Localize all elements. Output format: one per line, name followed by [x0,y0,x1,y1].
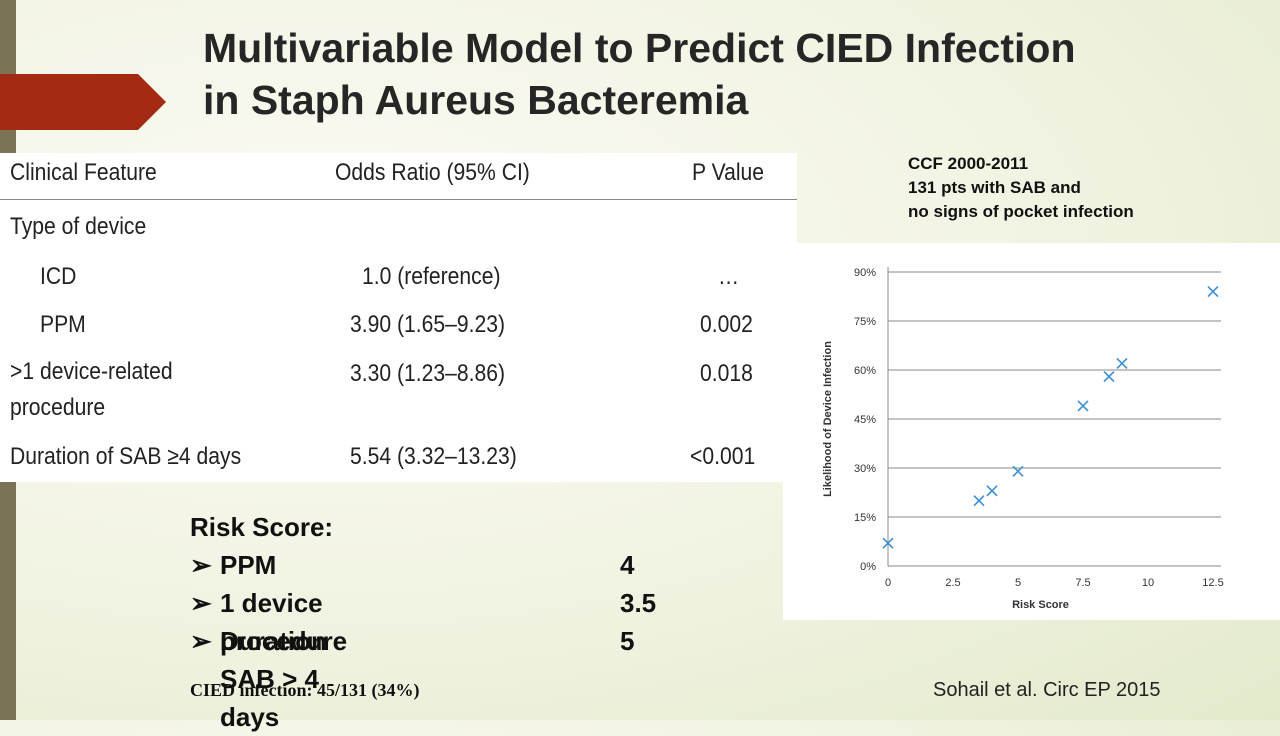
odds-ratio-cell: 3.90 (1.65–9.23) [350,311,506,338]
y-tick-label: 45% [854,414,876,426]
table: Clinical Feature Odds Ratio (95% CI) P V… [0,153,797,482]
risk-item: ➢ 1 device procedure 3.5 [190,584,656,656]
x-tick-label: 7.5 [1075,577,1090,589]
risk-score: Risk Score: ➢ PPM 4 ➢ 1 device procedure 3.5 ➢… [190,508,656,732]
column-header: Odds Ratio (95% CI) [335,159,530,186]
study-line: CCF 2000-2011 [908,154,1029,173]
y-tick-label: 0% [860,561,876,573]
feature-cell: Type of device [10,213,147,240]
risk-label: 1 device procedure [220,588,348,656]
header-rule [0,199,797,200]
risk-points: 5 [620,626,635,656]
y-tick-label: 15% [854,512,876,524]
bullet: ➢ [190,550,212,580]
p-value-cell: <0.001 [690,443,756,470]
feature-cell: >1 device-related procedure [10,358,173,421]
y-tick-label: 60% [854,365,876,377]
bullet: ➢ [190,588,212,618]
y-tick-label: 30% [854,463,876,475]
feature-cell: ICD [40,263,77,290]
column-header: Clinical Feature [10,159,157,186]
point [882,537,894,549]
point [1116,357,1128,370]
x-tick-label: 0 [885,577,891,589]
point [1103,370,1115,383]
x-tick-label: 12.5 [1202,577,1223,589]
feature-cell: PPM [40,311,86,338]
study-info: CCF 2000-2011 131 pts with SAB and no si… [908,152,1134,224]
chart: 0% 15% 30% 45% 60% 75% 90% 0 2.5 5 7.5 10 12.5 Risk S… [783,243,1280,620]
x-tick-label: 10 [1142,577,1154,589]
column-header: P Value [692,159,765,186]
y-tick-label: 75% [854,316,876,328]
p-value-cell: 0.002 [700,311,753,338]
risk-item: ➢ Duration SAB > 4 days 5 [190,622,634,732]
point [1012,465,1024,477]
study-line: no signs of pocket infection [908,202,1134,221]
point [1207,286,1219,298]
x-axis-label: Risk Score [1012,599,1069,611]
x-tick-label: 5 [1015,577,1021,589]
y-axis-label: Likelihood of Device Infection [822,341,834,497]
feature-cell: Duration of SAB ≥4 days [10,443,242,470]
risk-item: ➢ PPM 4 [190,546,634,584]
footer-note: CIED infection: 45/131 (34%) [190,680,420,700]
study-line: 131 pts with SAB and [908,178,1081,197]
arrow [0,74,166,130]
y-tick-label: 90% [854,267,876,279]
p-value-cell: … [718,263,740,290]
risk-label: PPM [220,550,277,580]
point [986,485,998,497]
point [1077,400,1089,412]
title: Multivariable Model to Predict CIED Infe… [203,25,1076,123]
point [973,495,985,507]
odds-ratio-cell: 3.30 (1.23–8.86) [350,360,506,387]
risk-title: Risk Score: [190,512,334,542]
citation: Sohail et al. Circ EP 2015 [933,679,1161,701]
risk-label: Duration SAB > 4 days [220,626,327,732]
x-tick-label: 2.5 [945,577,960,589]
risk-points: 3.5 [620,588,657,618]
bullet: ➢ [190,626,212,656]
odds-ratio-cell: 1.0 (reference) [362,263,501,290]
risk-points: 4 [620,550,635,580]
odds-ratio-cell: 5.54 (3.32–13.23) [350,443,517,470]
p-value-cell: 0.018 [700,360,753,387]
